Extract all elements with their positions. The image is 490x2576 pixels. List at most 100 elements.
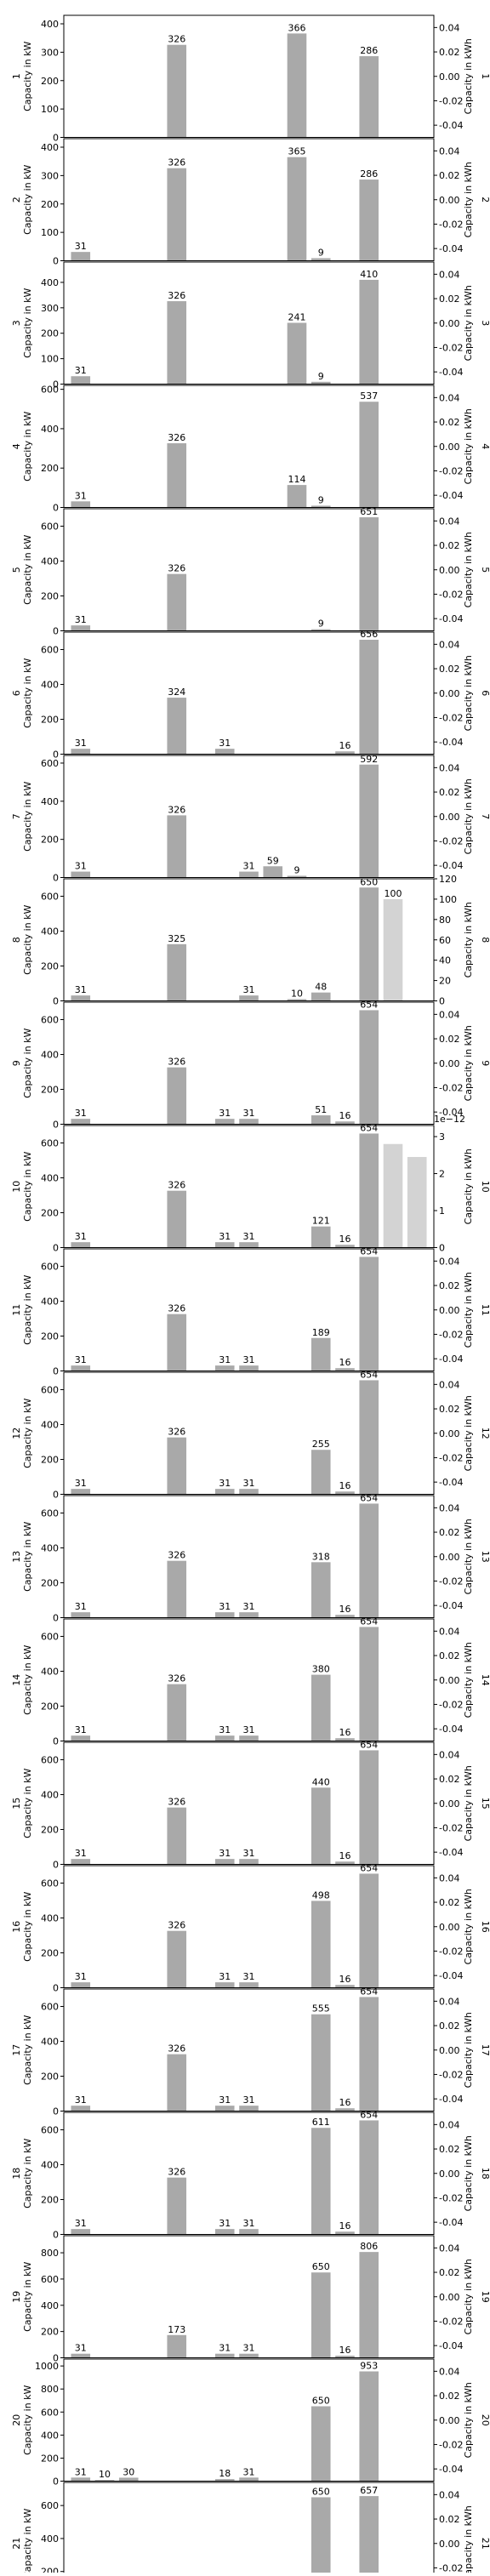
data-label: 498 <box>312 1889 330 1901</box>
bar <box>359 764 379 878</box>
y2-tick-label: 0.00 <box>439 442 460 453</box>
bar <box>71 1119 91 1125</box>
bar <box>311 2128 331 2235</box>
bar <box>167 1314 187 1371</box>
bar <box>167 44 187 138</box>
data-label: 10 <box>291 988 303 999</box>
panel-number-label: 17 <box>11 2044 22 2056</box>
y2-tick-label: -0.02 <box>439 1946 463 1957</box>
bar <box>359 1010 379 1125</box>
bar <box>214 1242 235 1248</box>
data-label: 31 <box>75 738 87 749</box>
bar <box>71 501 91 508</box>
y-tick-label: 200 <box>41 1825 59 1836</box>
bar <box>359 1873 379 1988</box>
bar <box>359 402 379 508</box>
data-label: 114 <box>288 474 305 485</box>
y-axis-label: Capacity in kW <box>22 781 33 851</box>
bar <box>214 2353 235 2358</box>
data-label: 16 <box>339 1604 350 1615</box>
y-tick-label: 400 <box>41 1297 59 1308</box>
y-tick-label: 100 <box>41 227 59 238</box>
data-label: 650 <box>312 2261 330 2272</box>
data-label: 31 <box>75 614 87 625</box>
y-tick-label: 600 <box>41 2002 59 2013</box>
data-label: 9 <box>318 494 324 505</box>
y2-tick-label: 0.04 <box>439 1626 460 1637</box>
bar <box>167 168 187 261</box>
data-label: 31 <box>75 1724 87 1735</box>
y-tick-label: 200 <box>41 2072 59 2083</box>
data-label: 255 <box>312 1439 330 1450</box>
bar <box>311 629 331 631</box>
data-label: 31 <box>75 1848 87 1859</box>
data-label: 31 <box>75 1601 87 1612</box>
data-label: 326 <box>168 563 185 574</box>
bar <box>167 443 187 508</box>
data-label: 59 <box>267 855 279 866</box>
data-label: 654 <box>360 1369 378 1380</box>
data-label: 31 <box>243 861 255 872</box>
y-tick-label: 600 <box>41 1878 59 1889</box>
y2-tick-label: -0.02 <box>439 1576 463 1587</box>
y-tick-label: 0 <box>53 996 59 1007</box>
y2-tick-label: -0.04 <box>439 490 463 501</box>
bar <box>359 2252 379 2358</box>
data-label: 318 <box>312 1551 330 1562</box>
y-tick-label: 200 <box>41 76 59 87</box>
y-tick-label: 600 <box>41 1138 59 1149</box>
data-label: 654 <box>360 1616 378 1627</box>
bar <box>167 1930 187 1988</box>
bar <box>311 1115 331 1125</box>
bar <box>239 1859 259 1865</box>
y-tick-label: 200 <box>41 715 59 726</box>
data-label: 654 <box>360 999 378 1010</box>
y-tick-label: 400 <box>41 1420 59 1431</box>
panel-number-label-right: 18 <box>480 2168 490 2180</box>
data-label: 31 <box>219 1108 231 1119</box>
y2-tick-label: -0.02 <box>439 835 463 846</box>
y-tick-label: 0 <box>53 1860 59 1871</box>
panel-number-label-right: 10 <box>480 1181 490 1193</box>
y2-tick-label: 0.00 <box>439 1428 460 1439</box>
y2-tick-label: -0.02 <box>439 2316 463 2327</box>
data-label: 16 <box>339 1110 350 1121</box>
panel-number-label-right: 20 <box>480 2414 490 2426</box>
y-axis-label: Capacity in kW <box>22 2015 33 2084</box>
data-label: 31 <box>75 984 87 995</box>
data-label: 650 <box>312 2486 330 2497</box>
y2-axis-label: Capacity in kWh <box>463 285 474 361</box>
y2-axis-label: Capacity in kWh <box>463 2505 474 2573</box>
panel-number-label-right: 2 <box>480 197 490 202</box>
data-label: 31 <box>243 2343 255 2354</box>
bar <box>335 1245 355 1248</box>
y2-tick-label: 0.04 <box>439 2489 460 2500</box>
bar <box>311 1226 331 1248</box>
data-label: 16 <box>339 2220 350 2231</box>
y2-tick-label: -0.04 <box>439 243 463 254</box>
y2-tick-label: -0.02 <box>439 1329 463 1340</box>
data-label: 654 <box>360 1862 378 1873</box>
bar <box>214 2106 235 2112</box>
bar <box>239 2106 259 2112</box>
panel-number-label: 13 <box>11 1551 22 1563</box>
y2-tick-label: 0.02 <box>439 2020 460 2032</box>
y-tick-label: 200 <box>41 328 59 339</box>
panel-19: 31 173 31 31 650 16 806 0 200 400 600 800 0.04 0.02 0.… <box>11 2235 490 2364</box>
y2-tick-label: 100 <box>439 894 457 905</box>
y-tick-label: 0 <box>53 1366 59 1377</box>
bar <box>335 1368 355 1371</box>
bar <box>311 2014 331 2112</box>
bar <box>167 2334 187 2358</box>
data-label: 654 <box>360 1245 378 1257</box>
panel-number-label: 3 <box>11 320 22 326</box>
panel-21: 311093018316501865702004006000.040.020.0… <box>11 2482 490 2576</box>
y-axis-label: Capacity in kW <box>22 1891 33 1961</box>
data-label: 31 <box>75 2094 87 2106</box>
bar <box>311 505 331 508</box>
bar <box>239 1242 259 1248</box>
data-label: 537 <box>360 390 378 402</box>
y2-tick-label: -0.02 <box>439 95 463 106</box>
y-tick-label: 600 <box>41 1508 59 1519</box>
y-tick-label: 200 <box>41 591 59 602</box>
